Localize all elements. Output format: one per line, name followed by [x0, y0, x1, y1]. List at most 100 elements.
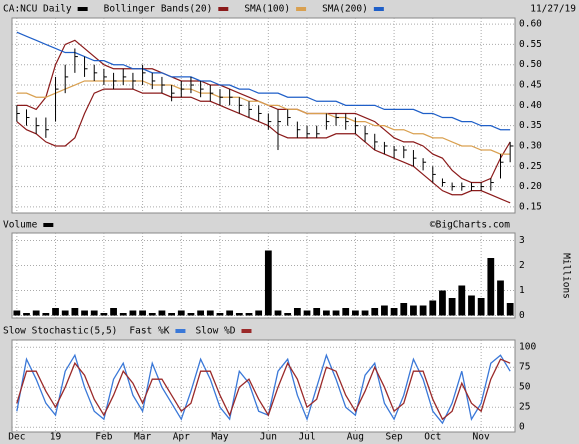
volume-bar — [129, 310, 137, 316]
volume-bar — [293, 308, 301, 316]
legend-swatch — [373, 7, 384, 11]
y-tick-label: 0.15 — [519, 201, 542, 212]
sma-line — [16, 80, 511, 155]
volume-bar — [313, 308, 321, 316]
y-tick-label: 50 — [519, 382, 531, 393]
x-tick-label: Dec — [8, 432, 25, 443]
volume-bar — [187, 313, 195, 316]
volume-bar — [497, 280, 504, 316]
volume-bar — [90, 310, 98, 316]
y-tick-label: 0 — [519, 310, 525, 321]
y-tick-label: 75 — [519, 362, 530, 373]
volume-bar — [13, 310, 21, 316]
volume-bar — [410, 305, 417, 316]
x-tick-label: Apr — [173, 432, 190, 443]
volume-bar — [177, 310, 185, 316]
y-tick-label: 0.30 — [519, 140, 542, 151]
volume-bar — [429, 300, 437, 316]
stochastic-panel — [11, 339, 516, 433]
x-tick-label: Nov — [473, 432, 490, 443]
volume-bar — [264, 250, 272, 316]
y-tick-label: 0.50 — [519, 59, 542, 70]
volume-bar — [245, 313, 253, 316]
y-tick-label: 0.20 — [519, 181, 542, 192]
volume-bar — [371, 308, 379, 316]
volume-bar — [477, 298, 485, 316]
legend-label: SMA(200) — [322, 4, 368, 15]
legend-swatch — [218, 7, 229, 11]
volume-bar — [390, 308, 398, 316]
legend-label: Volume — [3, 220, 38, 231]
volume-bar — [197, 310, 205, 316]
sma-line — [16, 31, 511, 131]
y-tick-label: 3 — [519, 235, 525, 246]
y-tick-label: 0.60 — [519, 19, 542, 30]
legend-swatch — [43, 223, 54, 227]
volume-axis-label: Millions — [561, 253, 572, 299]
volume-bar — [168, 313, 175, 316]
volume-bar — [206, 310, 214, 316]
date-label: 11/27/19 — [530, 4, 576, 15]
y-tick-label: 0.25 — [519, 161, 542, 172]
volume-bar — [61, 310, 69, 316]
y-tick-label: 0.40 — [519, 100, 542, 111]
volume-bar — [400, 303, 408, 316]
volume-bar — [381, 305, 388, 316]
legend-label: Fast %K — [129, 326, 169, 337]
volume-bar — [352, 310, 359, 316]
volume-bar — [139, 310, 146, 316]
panel-title: Slow Stochastic(5,5) — [3, 326, 117, 337]
volume-bar — [468, 295, 475, 316]
volume-bar — [439, 290, 446, 316]
stochastic-line — [16, 353, 511, 425]
price-panel — [11, 17, 516, 214]
volume-bar — [332, 310, 340, 316]
volume-bar — [158, 310, 166, 316]
x-tick-label: 19 — [50, 432, 62, 443]
legend-swatch — [296, 7, 307, 11]
legend-label: Slow %D — [195, 326, 235, 337]
volume-bar — [110, 308, 117, 316]
x-tick-label: Jul — [298, 432, 315, 443]
volume-bar — [458, 285, 466, 316]
volume-bar — [226, 310, 234, 316]
bollinger-lower — [16, 88, 511, 204]
volume-bar — [448, 298, 456, 316]
volume-bar — [81, 310, 88, 316]
volume-bar — [235, 313, 243, 316]
x-tick-label: Mar — [134, 432, 151, 443]
x-tick-label: Sep — [386, 432, 403, 443]
volume-bar — [148, 313, 156, 316]
legend-label: CA:NCU Daily — [3, 4, 72, 15]
legend-label: Bollinger Bands(20) — [104, 4, 213, 15]
volume-bar — [216, 313, 224, 316]
legend-label: SMA(100) — [244, 4, 290, 15]
x-tick-label: Jun — [260, 432, 277, 443]
y-tick-label: 0.55 — [519, 39, 542, 50]
volume-bar — [32, 310, 40, 316]
y-tick-label: 100 — [519, 342, 536, 353]
volume-bar — [361, 310, 369, 316]
volume-bar — [71, 308, 79, 316]
y-tick-label: 0.35 — [519, 120, 542, 131]
volume-bar — [119, 313, 127, 316]
volume-bar — [255, 310, 263, 316]
volume-bar — [303, 310, 311, 316]
volume-bar — [100, 313, 108, 316]
volume-bar — [284, 313, 292, 316]
legend-swatch — [175, 329, 186, 333]
volume-bar — [322, 310, 330, 316]
x-tick-label: Aug — [347, 432, 364, 443]
stochastic-line — [16, 358, 511, 421]
y-tick-label: 25 — [519, 402, 530, 413]
legend-swatch — [77, 7, 88, 11]
volume-bar — [23, 313, 30, 316]
x-tick-label: Oct — [424, 432, 441, 443]
volume-bar — [52, 308, 59, 316]
x-tick-label: May — [211, 432, 228, 443]
y-tick-label: 1 — [519, 285, 525, 296]
legend-swatch — [241, 329, 252, 333]
volume-bar — [42, 313, 50, 316]
y-tick-label: 2 — [519, 260, 525, 271]
